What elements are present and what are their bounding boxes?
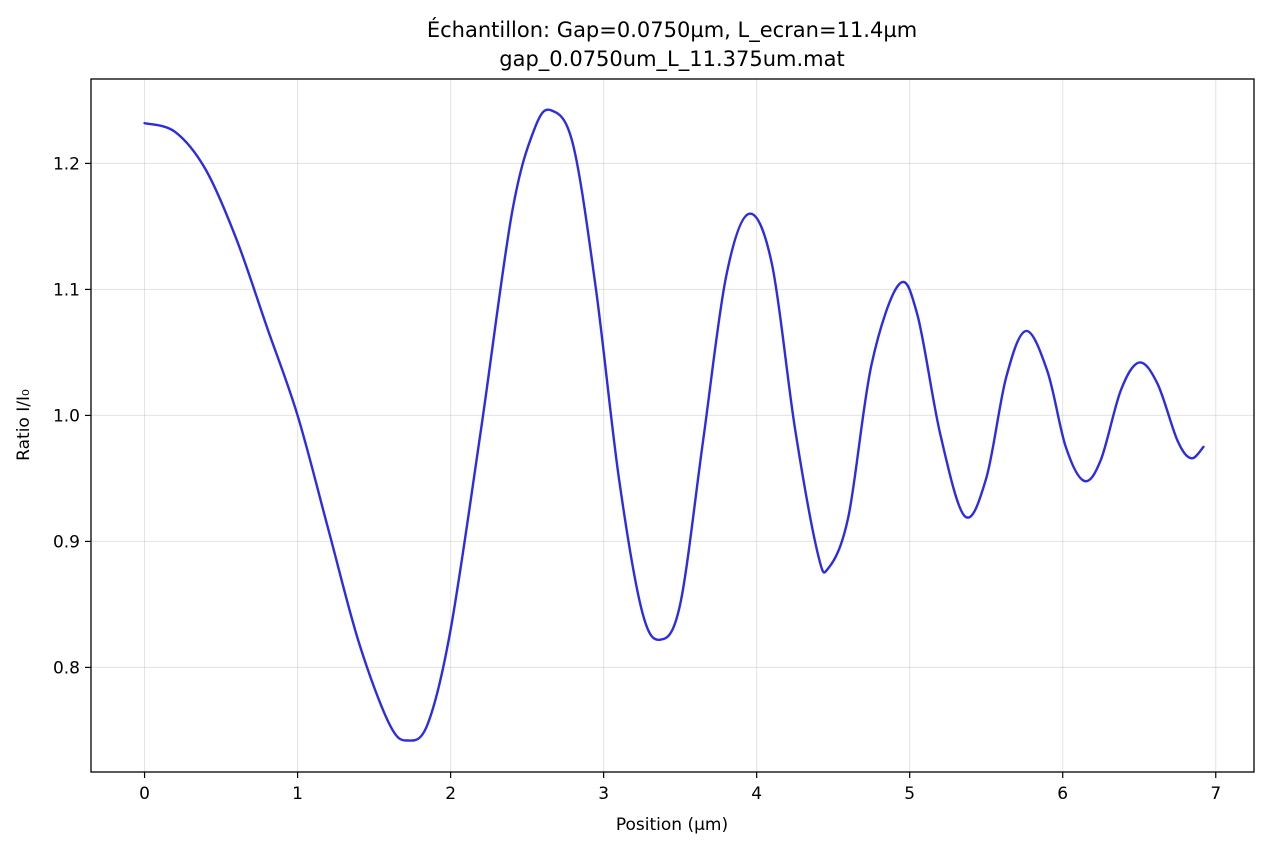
grid	[91, 79, 1254, 772]
chart-title: Échantillon: Gap=0.0750µm, L_ecran=11.4µ…	[427, 17, 917, 43]
x-tick-label: 3	[598, 784, 609, 804]
series-line	[143, 108, 1205, 742]
y-tick-label: 0.9	[53, 532, 80, 552]
ticks: 0 1 2 3 4 5 6 7 0.8 0.9 1.0 1.1 1.2	[53, 154, 1221, 804]
y-tick-label: 0.8	[53, 658, 80, 678]
x-axis-label: Position (µm)	[616, 815, 728, 835]
x-tick-label: 1	[292, 784, 303, 804]
x-tick-label: 6	[1057, 784, 1068, 804]
series-layer	[143, 108, 1205, 742]
x-tick-label: 2	[445, 784, 456, 804]
chart-subtitle: gap_0.0750um_L_11.375um.mat	[499, 47, 844, 72]
x-tick-label: 7	[1210, 784, 1221, 804]
y-axis-label: Ratio I/I₀	[14, 389, 34, 461]
plot-frame	[90, 78, 1255, 773]
y-tick-label: 1.0	[53, 406, 80, 426]
x-tick-label: 5	[904, 784, 915, 804]
x-tick-label: 0	[139, 784, 150, 804]
y-tick-label: 1.2	[53, 154, 80, 174]
y-tick-label: 1.1	[53, 280, 80, 300]
x-tick-label: 4	[751, 784, 762, 804]
